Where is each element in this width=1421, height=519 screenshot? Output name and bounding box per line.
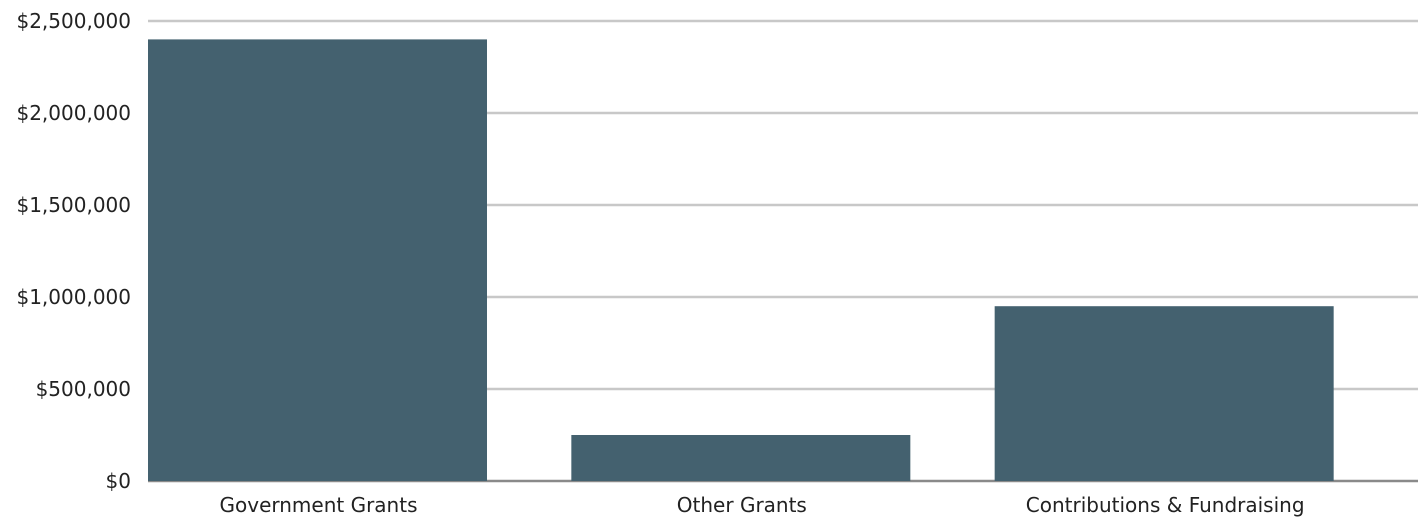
- y-tick-label: $0: [106, 469, 131, 493]
- y-tick-label: $2,000,000: [16, 101, 131, 125]
- y-axis: $0 $500,000 $1,000,000 $1,500,000 $2,000,000…: [16, 9, 131, 493]
- y-tick-label: $1,000,000: [16, 285, 131, 309]
- y-tick-label: $500,000: [36, 377, 131, 401]
- bar: [148, 39, 487, 482]
- y-tick-label: $2,500,000: [16, 9, 131, 33]
- x-tick-label: Other Grants: [677, 493, 807, 517]
- x-tick-label: Contributions & Fundraising: [1026, 493, 1305, 517]
- y-tick-label: $1,500,000: [16, 193, 131, 217]
- x-axis: Government Grants Other Grants Contributio…: [220, 493, 1305, 517]
- x-tick-label: Government Grants: [220, 493, 418, 517]
- bar: [994, 306, 1334, 481]
- bar: [571, 435, 911, 481]
- bars: [148, 39, 1334, 482]
